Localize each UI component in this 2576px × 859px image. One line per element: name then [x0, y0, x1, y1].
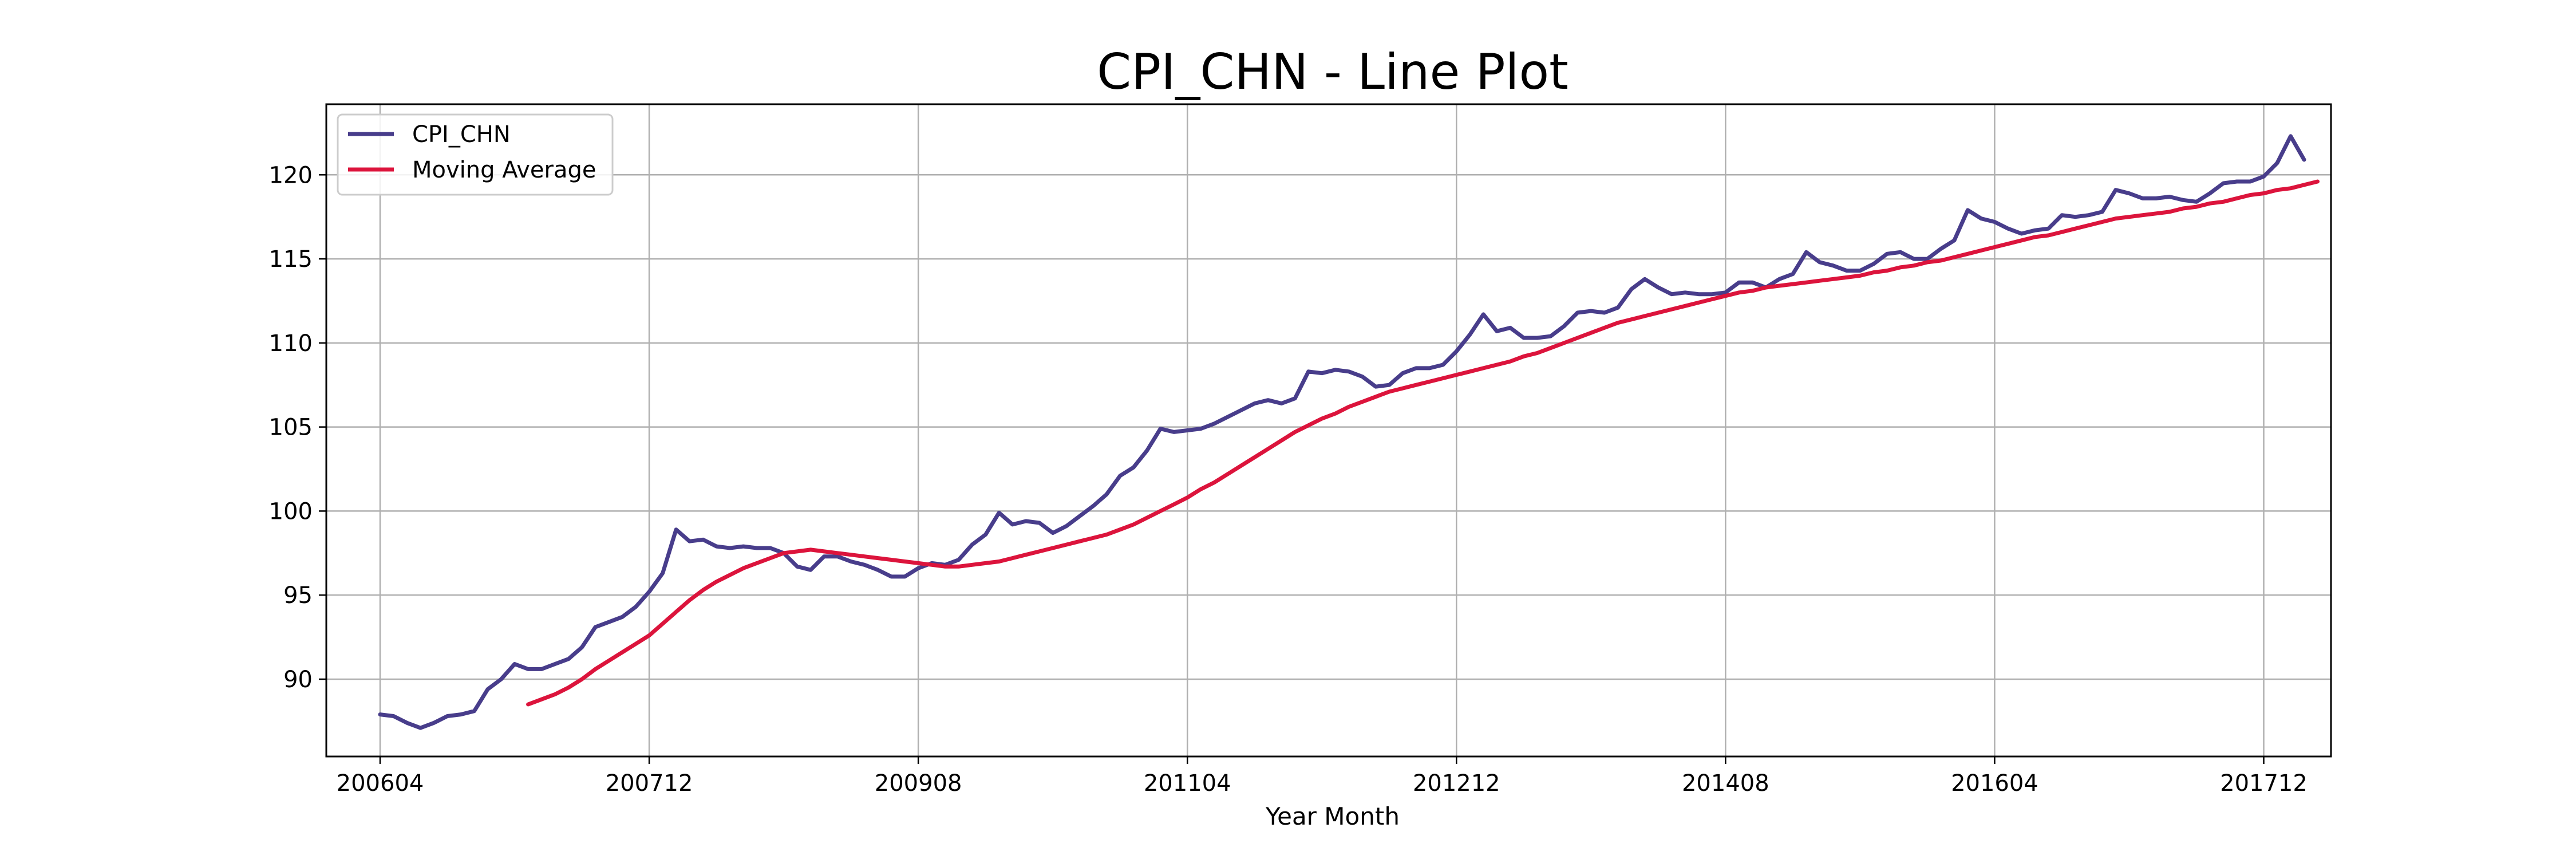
legend-label: CPI_CHN: [412, 121, 511, 148]
plot-area-frame: [325, 103, 2332, 758]
grid-lines: [326, 104, 2331, 756]
x-tick-label: 201104: [1144, 770, 1231, 797]
y-tick-label: 95: [283, 582, 313, 609]
chart-title: CPI_CHN - Line Plot: [1097, 44, 1568, 101]
x-tick-label: 201212: [1413, 770, 1500, 797]
y-tick-label: 100: [269, 498, 313, 525]
x-tick-label: 200908: [875, 770, 962, 797]
x-axis-label: Year Month: [1265, 802, 1400, 830]
y-tick-label: 90: [283, 667, 313, 693]
x-tick-label: 201408: [1682, 770, 1769, 797]
series-line-cpi-chn: [378, 134, 2306, 730]
series-line-moving-average: [526, 179, 2320, 707]
y-axis: 90 95 100 105 110 115 120: [269, 162, 326, 693]
y-tick-label: 105: [269, 415, 313, 441]
x-tick-label: 201712: [2220, 770, 2308, 797]
y-tick-label: 115: [269, 246, 313, 273]
legend-box: [337, 113, 614, 196]
x-axis: 200604 200712 200908 201104 201212 201408 2016…: [337, 756, 2308, 797]
series-layer: [378, 134, 2320, 730]
legend: CPI_CHN Moving Average: [337, 113, 614, 196]
x-tick-label: 200604: [337, 770, 424, 797]
x-tick-label: 201604: [1951, 770, 2038, 797]
legend-label: Moving Average: [412, 157, 596, 183]
y-tick-label: 110: [269, 330, 313, 357]
y-tick-label: 120: [269, 162, 313, 188]
x-tick-label: 200712: [606, 770, 693, 797]
